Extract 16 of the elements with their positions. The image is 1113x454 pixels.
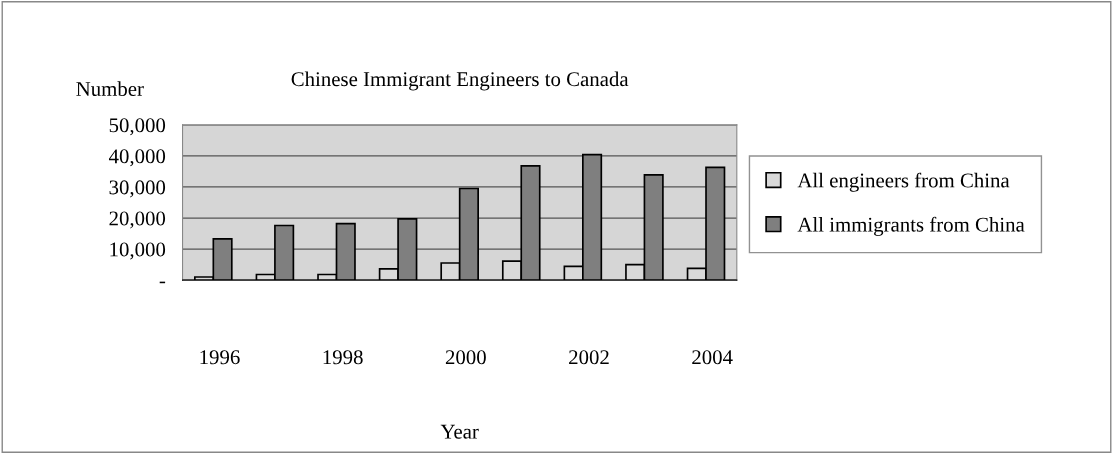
- chart-title: Chinese Immigrant Engineers to Canada: [291, 71, 629, 91]
- y-tick-label: 10,000: [110, 242, 166, 260]
- x-tick-label: 1998: [323, 350, 363, 365]
- y-tick-label: 30,000: [109, 180, 166, 198]
- y-tick-label: 40,000: [108, 149, 166, 167]
- y-tick-label: 50,000: [109, 118, 166, 136]
- y-tick-label: -: [159, 281, 166, 284]
- y-tick-label: 20,000: [109, 211, 166, 229]
- y-axis-title: Number: [76, 81, 144, 97]
- x-axis-title: Year: [440, 424, 479, 439]
- x-tick-label: 2004: [692, 350, 733, 365]
- x-tick-label: 2002: [569, 350, 609, 365]
- x-tick-label: 2000: [445, 350, 486, 365]
- x-tick-label: 1996: [200, 350, 240, 365]
- legend-label: All immigrants from China: [797, 216, 1025, 236]
- legend-label: All engineers from China: [797, 172, 1010, 192]
